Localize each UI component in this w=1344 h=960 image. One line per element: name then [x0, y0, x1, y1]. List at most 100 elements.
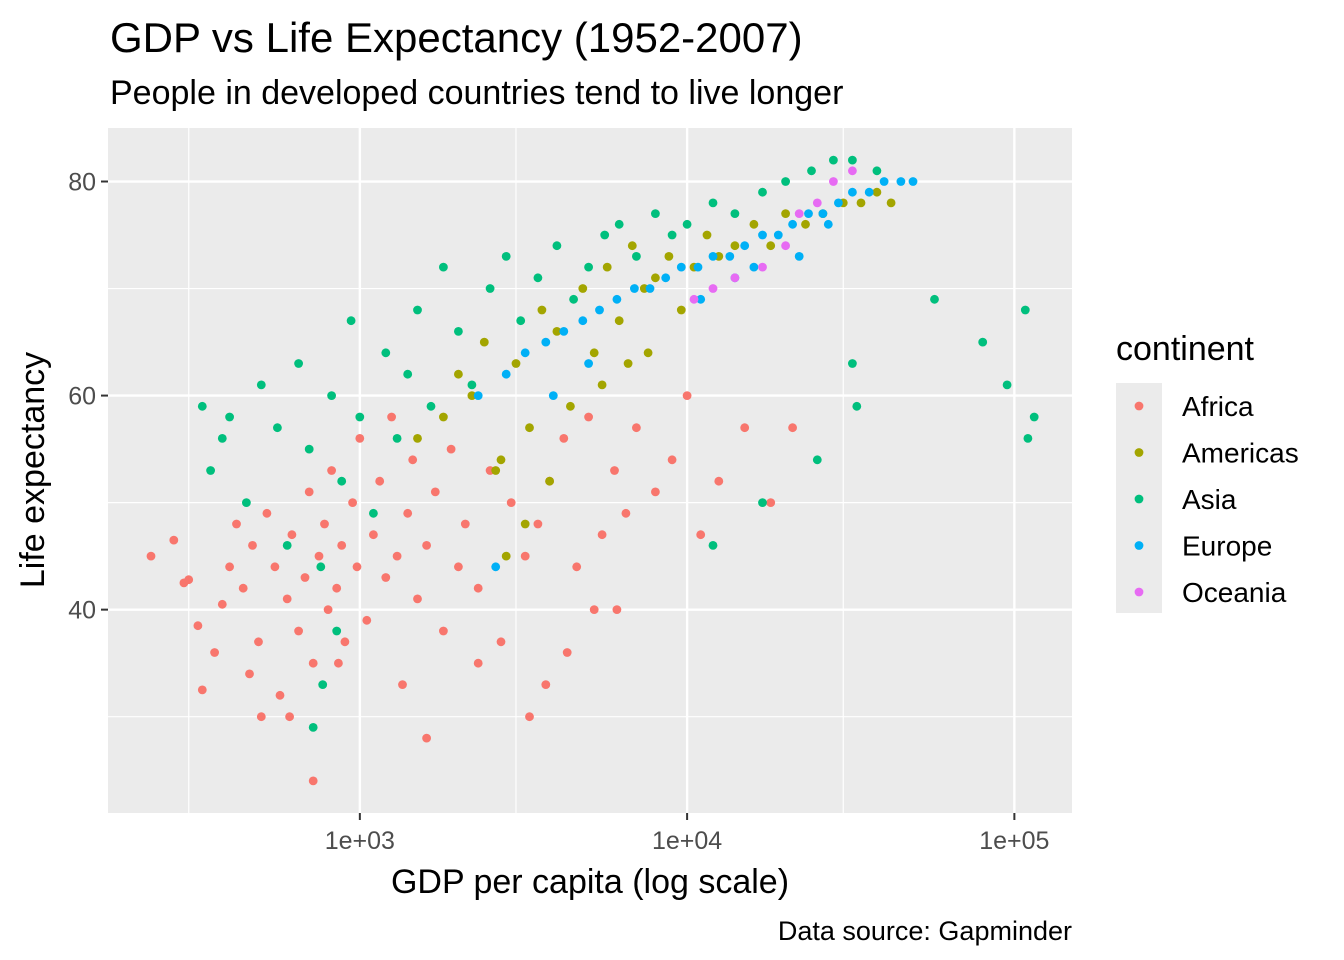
- point-americas: [781, 209, 790, 219]
- point-africa: [696, 530, 706, 540]
- point-europe: [788, 219, 797, 229]
- point-africa: [169, 535, 179, 545]
- point-americas: [467, 391, 477, 400]
- point-africa: [525, 712, 534, 722]
- point-asia: [812, 455, 822, 465]
- point-asia: [1020, 305, 1030, 315]
- point-africa: [323, 605, 333, 614]
- point-africa: [430, 487, 440, 497]
- point-americas: [496, 455, 506, 465]
- chart-title: GDP vs Life Expectancy (1952-2007): [110, 14, 803, 61]
- point-oceania: [708, 284, 718, 293]
- point-africa: [193, 621, 203, 631]
- point-europe: [696, 294, 706, 304]
- point-europe: [491, 562, 501, 572]
- point-europe: [541, 337, 551, 347]
- point-africa: [304, 487, 314, 497]
- point-americas: [501, 551, 511, 561]
- point-oceania: [829, 177, 838, 186]
- point-asia: [614, 219, 624, 229]
- point-africa: [308, 658, 318, 668]
- point-asia: [533, 273, 543, 283]
- point-africa: [667, 455, 677, 465]
- point-europe: [864, 187, 874, 197]
- point-asia: [381, 348, 391, 358]
- point-africa: [520, 551, 530, 561]
- point-africa: [559, 434, 569, 443]
- legend-key-africa: [1134, 401, 1144, 411]
- point-africa: [369, 530, 378, 540]
- point-africa: [300, 573, 310, 582]
- point-africa: [446, 444, 456, 454]
- point-africa: [460, 519, 470, 529]
- point-americas: [627, 241, 637, 251]
- point-europe: [559, 327, 569, 336]
- chart-caption: Data source: Gapminder: [778, 916, 1072, 946]
- point-europe: [584, 359, 593, 368]
- point-europe: [676, 262, 686, 272]
- point-europe: [834, 198, 843, 208]
- point-africa: [308, 776, 318, 786]
- point-americas: [545, 476, 554, 486]
- point-asia: [600, 230, 610, 240]
- point-asia: [355, 412, 365, 422]
- point-asia: [1029, 412, 1039, 422]
- point-africa: [454, 562, 463, 572]
- point-asia: [392, 434, 402, 443]
- point-asia: [242, 498, 251, 507]
- point-asia: [304, 444, 314, 454]
- point-africa: [352, 562, 362, 572]
- point-americas: [537, 305, 547, 315]
- point-asia: [516, 316, 526, 326]
- point-africa: [584, 412, 593, 422]
- point-africa: [334, 658, 343, 668]
- minor-gridlines: [108, 128, 1072, 813]
- point-americas: [702, 230, 712, 240]
- legend-label-europe: Europe: [1182, 531, 1272, 562]
- point-africa: [270, 562, 280, 572]
- point-africa: [225, 562, 235, 572]
- point-americas: [676, 305, 686, 315]
- point-africa: [714, 476, 724, 486]
- point-asia: [758, 498, 767, 507]
- plot-panel: [108, 128, 1072, 813]
- point-europe: [578, 316, 588, 326]
- point-europe: [595, 305, 604, 315]
- point-africa: [146, 551, 156, 561]
- point-africa: [473, 658, 483, 668]
- point-africa: [348, 498, 357, 507]
- point-africa: [533, 519, 543, 529]
- point-asia: [829, 155, 838, 165]
- point-africa: [572, 562, 582, 572]
- point-europe: [773, 230, 783, 240]
- point-africa: [632, 423, 641, 433]
- point-oceania: [730, 273, 740, 283]
- point-africa: [408, 455, 418, 465]
- point-asia: [426, 401, 436, 411]
- point-africa: [422, 541, 431, 550]
- point-americas: [597, 380, 607, 390]
- point-americas: [651, 273, 660, 283]
- x-tick-label: 1e+05: [979, 827, 1049, 855]
- point-asia: [454, 327, 463, 336]
- chart-subtitle: People in developed countries tend to li…: [110, 74, 843, 112]
- point-africa: [232, 519, 241, 529]
- point-africa: [597, 530, 607, 540]
- point-asia: [848, 359, 857, 368]
- point-asia: [667, 230, 677, 240]
- point-europe: [612, 294, 622, 304]
- point-europe: [740, 241, 750, 251]
- y-axis-title: Life expectancy: [14, 352, 52, 588]
- point-asia: [872, 166, 882, 176]
- point-africa: [210, 648, 220, 657]
- point-africa: [387, 412, 396, 422]
- point-asia: [978, 337, 988, 347]
- x-axis: 1e+03 1e+04 1e+05: [325, 813, 1049, 855]
- point-africa: [294, 626, 303, 636]
- point-americas: [552, 327, 562, 336]
- point-europe: [693, 262, 703, 272]
- point-asia: [852, 401, 862, 411]
- point-americas: [413, 434, 422, 443]
- point-asia: [403, 369, 413, 379]
